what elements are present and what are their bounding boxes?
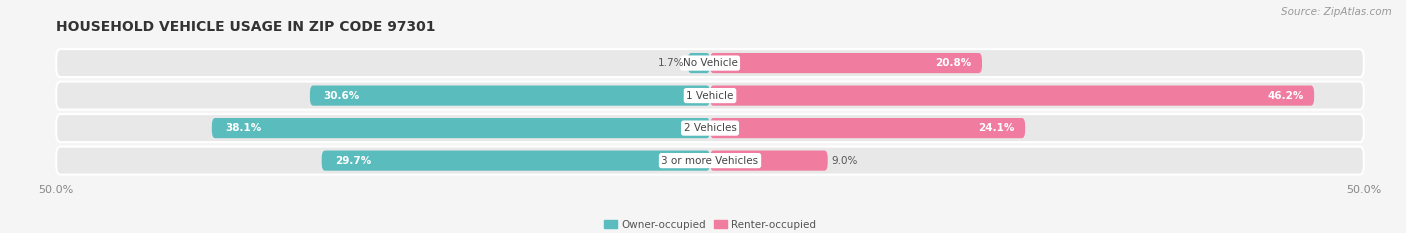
FancyBboxPatch shape: [212, 118, 710, 138]
FancyBboxPatch shape: [56, 49, 1364, 77]
Text: 29.7%: 29.7%: [335, 156, 371, 166]
FancyBboxPatch shape: [56, 82, 1364, 110]
Text: 24.1%: 24.1%: [979, 123, 1015, 133]
FancyBboxPatch shape: [56, 147, 1364, 175]
FancyBboxPatch shape: [688, 53, 710, 73]
Text: Source: ZipAtlas.com: Source: ZipAtlas.com: [1281, 7, 1392, 17]
Text: 46.2%: 46.2%: [1267, 91, 1303, 101]
Text: 9.0%: 9.0%: [831, 156, 858, 166]
FancyBboxPatch shape: [322, 151, 710, 171]
Text: No Vehicle: No Vehicle: [682, 58, 738, 68]
Text: 20.8%: 20.8%: [935, 58, 972, 68]
FancyBboxPatch shape: [710, 86, 1315, 106]
FancyBboxPatch shape: [710, 53, 981, 73]
Text: 38.1%: 38.1%: [225, 123, 262, 133]
Text: 2 Vehicles: 2 Vehicles: [683, 123, 737, 133]
FancyBboxPatch shape: [56, 114, 1364, 142]
Legend: Owner-occupied, Renter-occupied: Owner-occupied, Renter-occupied: [605, 220, 815, 230]
FancyBboxPatch shape: [710, 151, 828, 171]
Text: 1.7%: 1.7%: [658, 58, 683, 68]
Text: 1 Vehicle: 1 Vehicle: [686, 91, 734, 101]
FancyBboxPatch shape: [710, 118, 1025, 138]
Text: 3 or more Vehicles: 3 or more Vehicles: [661, 156, 759, 166]
FancyBboxPatch shape: [309, 86, 710, 106]
Text: HOUSEHOLD VEHICLE USAGE IN ZIP CODE 97301: HOUSEHOLD VEHICLE USAGE IN ZIP CODE 9730…: [56, 20, 436, 34]
Text: 30.6%: 30.6%: [323, 91, 360, 101]
